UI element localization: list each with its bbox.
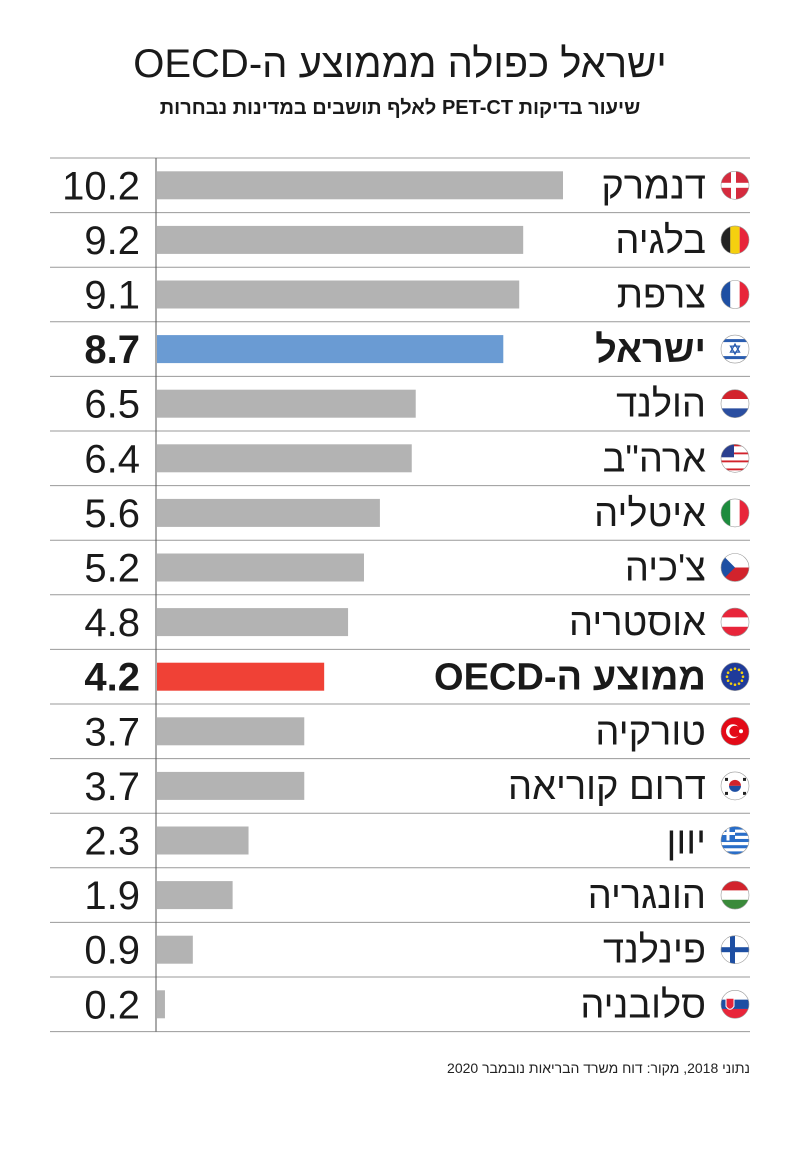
hungary-flag-icon [720, 880, 750, 910]
category-label: ישראל [595, 329, 706, 371]
czech-flag-icon [720, 553, 750, 582]
bar [157, 335, 504, 364]
value-label: 6.4 [84, 437, 140, 481]
category-label: דרום קוריאה [508, 766, 706, 808]
chart-title: ישראל כפולה מממוצע ה-OECD [133, 42, 667, 86]
bar [157, 826, 249, 855]
usa-flag-icon [720, 443, 750, 473]
bar [157, 280, 520, 309]
value-label: 2.3 [84, 820, 140, 864]
south-korea-flag-icon [720, 771, 750, 801]
value-label: 10.2 [62, 164, 140, 208]
greece-flag-icon [720, 826, 750, 855]
value-label: 0.9 [84, 929, 140, 973]
value-label: 3.7 [84, 710, 140, 754]
bar [157, 881, 233, 910]
turkey-flag-icon [720, 716, 750, 746]
value-label: 5.2 [84, 547, 140, 591]
category-label: הונגריה [588, 875, 706, 917]
category-label: פינלנד [603, 930, 706, 972]
bar [157, 444, 412, 473]
value-label: 3.7 [84, 765, 140, 809]
bar [157, 662, 325, 691]
category-label: סלובניה [580, 984, 706, 1026]
category-label: איטליה [594, 493, 706, 535]
bar [157, 498, 380, 527]
value-label: 9.1 [84, 274, 140, 318]
italy-flag-icon [720, 498, 750, 528]
category-label: יוון [667, 821, 706, 863]
bar [157, 717, 305, 746]
bar [157, 771, 305, 800]
category-label: צ'כיה [625, 548, 706, 590]
category-label: ממוצע ה-OECD [434, 657, 706, 699]
value-label: 6.5 [84, 383, 140, 427]
value-label: 5.6 [84, 492, 140, 536]
category-label: דנמרק [601, 165, 706, 207]
israel-flag-icon [720, 334, 750, 364]
category-label: טורקיה [595, 711, 706, 753]
bar [157, 608, 349, 637]
value-label: 0.2 [84, 983, 140, 1027]
category-label: הולנד [616, 384, 706, 426]
value-label: 8.7 [84, 328, 140, 372]
bar [157, 990, 165, 1019]
bar [157, 171, 563, 200]
eu-flag-icon [720, 662, 750, 692]
value-label: 1.9 [84, 874, 140, 918]
category-label: צרפת [617, 275, 706, 317]
value-label: 4.8 [84, 601, 140, 645]
netherlands-flag-icon [720, 389, 750, 419]
bar [157, 553, 364, 582]
bar [157, 389, 416, 418]
chart-subtitle: שיעור בדיקות PET-CT לאלף תושבים במדינות … [159, 97, 641, 119]
france-flag-icon [720, 280, 750, 309]
slovakia-flag-icon [720, 989, 750, 1019]
denmark-flag-icon [720, 171, 750, 200]
value-label: 4.2 [84, 656, 140, 700]
austria-flag-icon [720, 607, 750, 637]
category-label: ארה"ב [603, 438, 706, 480]
belgium-flag-icon [720, 225, 750, 255]
value-label: 9.2 [84, 219, 140, 263]
finland-flag-icon [720, 935, 750, 965]
category-label: אוסטריה [569, 602, 706, 644]
bar [157, 935, 193, 964]
category-label: בלגיה [615, 220, 706, 262]
bar [157, 225, 524, 254]
source-note: נתוני 2018, מקור: דוח משרד הבריאות נובמב… [447, 1060, 750, 1076]
